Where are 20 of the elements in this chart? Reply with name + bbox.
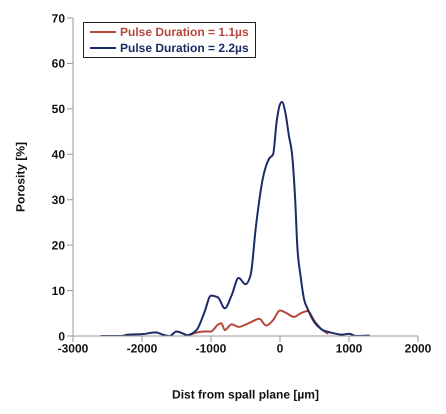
- y-tick-label: 20: [52, 238, 66, 252]
- y-tick-label: 30: [52, 192, 66, 207]
- y-axis-title: Porosity [%]: [13, 142, 28, 212]
- x-axis-title: Dist from spall plane [µm]: [172, 388, 319, 402]
- y-tick-label: 50: [52, 102, 66, 116]
- x-tick-label: -3000: [58, 342, 89, 356]
- y-tick-label: 60: [52, 56, 66, 71]
- line-series: [189, 310, 330, 336]
- x-tick-label: -2000: [126, 342, 158, 356]
- y-tick-label: 0: [58, 329, 66, 344]
- y-tick-label: 10: [52, 284, 66, 298]
- line-series: [100, 101, 371, 336]
- x-tick-label: 1000: [336, 342, 363, 356]
- x-tick-label: 0: [276, 342, 284, 356]
- legend-label: Pulse Duration = 2.2µs: [120, 40, 249, 56]
- y-tick-label: 70: [52, 11, 66, 26]
- x-tick-label: 2000: [404, 342, 432, 356]
- y-tick-label: 40: [52, 148, 66, 162]
- legend-label: Pulse Duration = 1.1µs: [120, 24, 249, 40]
- x-tick-label: -1000: [196, 342, 227, 356]
